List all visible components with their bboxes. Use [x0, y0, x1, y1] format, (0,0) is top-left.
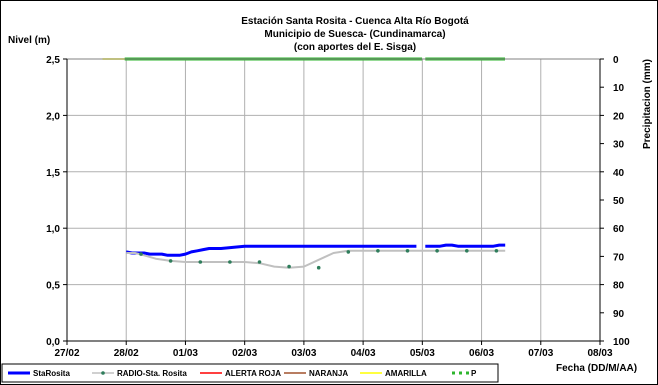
legend-naranja-label: NARANJA — [309, 369, 348, 378]
y2-tick-label: 10 — [613, 83, 625, 94]
legend-amarilla-label: AMARILLA — [385, 369, 427, 378]
chart-title-line-3: (con aportes del E. Sisga) — [294, 42, 416, 53]
y2-tick-label: 40 — [613, 168, 625, 179]
x-tick-label: 05/03 — [410, 348, 435, 359]
y2-tick-label: 100 — [613, 337, 630, 348]
series-starosita-line — [425, 243, 506, 248]
grid-lines — [67, 59, 600, 341]
legend-p-swatch — [466, 371, 469, 375]
legend-p-swatch — [459, 371, 462, 375]
series-starosita-line — [125, 244, 417, 257]
x-tick-label: 08/03 — [587, 348, 612, 359]
y-tick-label: 1,5 — [46, 168, 60, 179]
series-radio-sta-rosita-point — [435, 249, 439, 253]
series-radio-sta-rosita-point — [405, 249, 410, 253]
y-tick-label: 2,5 — [46, 55, 60, 66]
series-radio-sta-rosita-point — [287, 264, 291, 269]
tick-labels: 27/02 28/02 01/03 02/03 03/03 04/03 05/03 06/03… — [46, 55, 630, 359]
x-tick-label: 28/02 — [114, 348, 139, 359]
y-tick-label: 2,0 — [46, 111, 60, 122]
y2-axis-label: Precipitacion (mm) — [642, 59, 653, 149]
series-radio-sta-rosita-point — [376, 249, 380, 253]
x-tick-label: 07/03 — [528, 348, 553, 359]
y2-tick-label: 70 — [613, 252, 625, 263]
x-tick-label: 03/03 — [291, 348, 316, 359]
x-tick-label: 01/03 — [173, 348, 198, 359]
series-radio-sta-rosita-point — [494, 249, 499, 253]
legend-p-swatch — [452, 371, 455, 375]
y-tick-label: 0,5 — [46, 281, 60, 292]
x-axis-label: Fecha (DD/M/AA) — [556, 363, 637, 374]
legend: StaRosita RADIO-Sta. Rosita ALERTA ROJA NAR… — [8, 369, 477, 378]
legend-radio-sta-rosita-label: RADIO-Sta. Rosita — [117, 369, 187, 378]
x-tick-label: 06/03 — [469, 348, 494, 359]
series-radio-sta-rosita-point — [257, 260, 262, 264]
y-tick-label: 1,0 — [46, 224, 60, 235]
series-radio-sta-rosita-point — [168, 259, 173, 263]
legend-box — [1, 363, 499, 383]
y2-tick-label: 20 — [613, 111, 625, 122]
x-tick-label: 04/03 — [351, 348, 376, 359]
series-radio-sta-rosita-point — [316, 265, 321, 270]
legend-alerta-roja-label: ALERTA ROJA — [225, 369, 281, 378]
y2-tick-label: 80 — [613, 281, 625, 292]
x-tick-label: 27/02 — [54, 348, 79, 359]
x-tick-label: 02/03 — [232, 348, 257, 359]
series-radio-sta-rosita-point — [228, 260, 232, 264]
series-radio-sta-rosita-point — [139, 252, 143, 256]
y2-tick-label: 0 — [613, 55, 619, 66]
y2-tick-label: 50 — [613, 196, 625, 207]
chart-title-line-1: Estación Santa Rosita - Cuenca Alta Río … — [241, 16, 469, 27]
y2-tick-label: 30 — [613, 140, 625, 151]
series-radio-sta-rosita-point — [346, 250, 351, 254]
chart-title-line-2: Municipio de Suesca- (Cundinamarca) — [264, 29, 445, 40]
axes — [63, 58, 604, 345]
legend-radio-sta-rosita-marker — [101, 371, 105, 375]
y-axis-label: Nivel (m) — [8, 35, 50, 46]
y2-tick-label: 60 — [613, 224, 625, 235]
y-tick-label: 0,0 — [46, 337, 60, 348]
series-radio-sta-rosita-point — [465, 249, 469, 253]
legend-p-label: P — [471, 369, 477, 378]
y2-tick-label: 90 — [613, 309, 625, 320]
series-radio-sta-rosita-point — [198, 260, 203, 264]
legend-starosita-label: StaRosita — [33, 369, 70, 378]
